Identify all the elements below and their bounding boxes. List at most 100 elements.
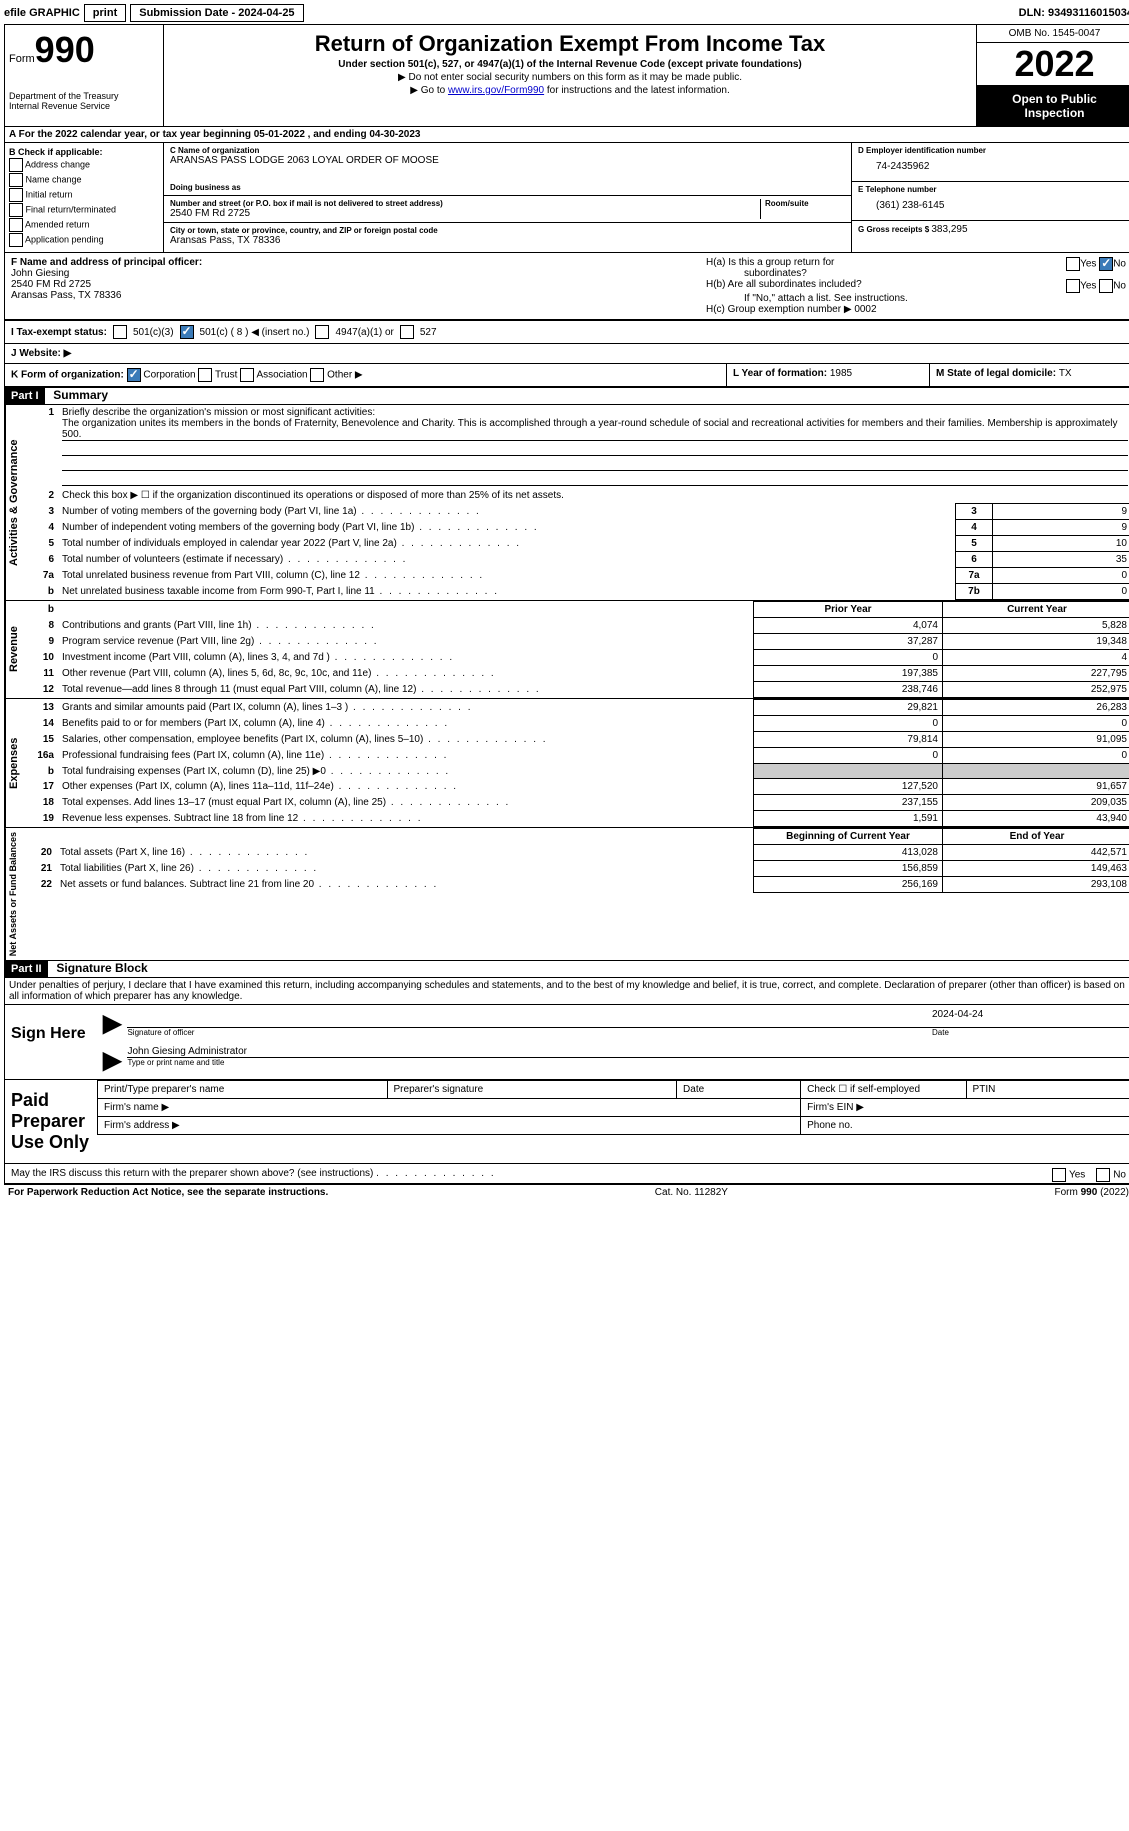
hb-text: H(b) Are all subordinates included? [706,279,1066,293]
checkbox-icon[interactable] [113,325,127,339]
efile-label: efile GRAPHIC [4,7,80,19]
addr-cell: Number and street (or P.O. box if mail i… [164,196,851,223]
gross-cell: G Gross receipts $ 383,295 [852,221,1129,238]
sig-date-lbl: Date [932,1028,1129,1037]
form-subtitle: Under section 501(c), 527, or 4947(a)(1)… [168,59,972,70]
header-right: OMB No. 1545-0047 2022 Open to Public In… [976,25,1129,126]
submission-date: 2024-04-25 [238,7,294,19]
officer-sig-line [127,1009,926,1028]
city-cell: City or town, state or province, country… [164,223,851,249]
hb-note: If "No," attach a list. See instructions… [706,293,1126,304]
checkbox-icon[interactable] [310,368,324,382]
part-i-header: Part I Summary [5,387,1129,405]
sign-here-block: Sign Here ▶ 2024-04-24 Signature of offi… [5,1004,1129,1079]
note2-pre: ▶ Go to [410,85,448,96]
tax-year: 2022 [977,43,1129,86]
table-row: 5Total number of individuals employed in… [22,536,1129,552]
part-ii-header: Part II Signature Block [5,960,1129,978]
officer-addr1: 2540 FM Rd 2725 [11,279,694,290]
checkbox-checked-icon[interactable] [1099,257,1113,271]
tab-activities: Activities & Governance [5,405,22,600]
note-link: ▶ Go to www.irs.gov/Form990 for instruct… [168,85,972,96]
column-deg: D Employer identification number 74-2435… [851,143,1129,252]
discuss-answer: Yes No [1052,1168,1126,1182]
checkbox-checked-icon[interactable] [127,368,141,382]
exp-table: 13Grants and similar amounts paid (Part … [22,699,1129,827]
checkbox-icon[interactable] [315,325,329,339]
checkbox-icon[interactable] [9,188,23,202]
q1: Briefly describe the organization's miss… [58,405,1129,488]
checkbox-icon[interactable] [9,218,23,232]
table-row: 8Contributions and grants (Part VIII, li… [22,618,1129,634]
note-ssn: ▶ Do not enter social security numbers o… [168,72,972,83]
open-public: Open to Public Inspection [977,86,1129,126]
checkbox-icon[interactable] [9,173,23,187]
checkbox-icon[interactable] [9,158,23,172]
table-row: 11Other revenue (Part VIII, column (A), … [22,666,1129,682]
tab-expenses: Expenses [5,699,22,827]
activities-governance: Activities & Governance 1 Briefly descri… [5,405,1129,600]
form-word: Form [9,53,35,65]
firm-name: Firm's name ▶ [98,1099,801,1117]
expenses-section: Expenses 13Grants and similar amounts pa… [5,698,1129,827]
sig-officer-lbl: Signature of officer [127,1028,932,1037]
ha-answer: Yes No [1066,257,1126,279]
irs-label: Internal Revenue Service [9,101,159,111]
hb-answer: Yes No [1066,279,1126,293]
hc-row: H(c) Group exemption number ▶ 0002 [706,304,1126,315]
checkbox-icon[interactable] [9,233,23,247]
paid-preparer-fields: Print/Type preparer's name Preparer's si… [97,1080,1129,1163]
table-row: 18Total expenses. Add lines 13–17 (must … [22,795,1129,811]
checkbox-icon[interactable] [1052,1168,1066,1182]
prep-sig: Preparer's signature [387,1081,677,1099]
sec-a-end: 04-30-2023 [369,129,420,140]
discuss-row: May the IRS discuss this return with the… [5,1163,1129,1183]
addr-label: Number and street (or P.O. box if mail i… [170,199,756,208]
tab-netassets: Net Assets or Fund Balances [5,828,20,960]
paid-preparer-label: Paid Preparer Use Only [5,1080,97,1163]
table-row: 4Number of independent voting members of… [22,520,1129,536]
table-row: 7aTotal unrelated business revenue from … [22,568,1129,584]
form-ref: Form 990 (2022) [1055,1187,1129,1198]
checkbox-icon[interactable] [1096,1168,1110,1182]
c-label: C Name of organization [170,146,845,155]
table-row: 22Net assets or fund balances. Subtract … [20,877,1129,893]
column-c: C Name of organization ARANSAS PASS LODG… [164,143,851,252]
ein-label: D Employer identification number [858,146,1126,155]
irs-link[interactable]: www.irs.gov/Form990 [448,85,544,96]
table-row: bTotal fundraising expenses (Part IX, co… [22,764,1129,779]
cat-no: Cat. No. 11282Y [655,1187,728,1198]
header-left: Form990 Department of the Treasury Inter… [5,25,164,126]
sign-here-fields: ▶ 2024-04-24 Signature of officer Date ▶… [97,1005,1129,1079]
omb-number: OMB No. 1545-0047 [977,25,1129,43]
section-l: L Year of formation: 1985 [726,364,929,386]
ein-value: 74-2435962 [858,155,1126,178]
part-ii-badge: Part II [5,961,48,977]
tab-revenue: Revenue [5,601,22,698]
checkbox-icon[interactable] [198,368,212,382]
table-row: bNet unrelated business taxable income f… [22,584,1129,600]
table-row: 9Program service revenue (Part VIII, lin… [22,634,1129,650]
officer-addr2: Aransas Pass, TX 78336 [11,290,694,301]
checkbox-icon[interactable] [1099,279,1113,293]
na-table: Beginning of Current Year End of Year 20… [20,828,1129,893]
paid-preparer-block: Paid Preparer Use Only Print/Type prepar… [5,1079,1129,1163]
tel-cell: E Telephone number (361) 238-6145 [852,182,1129,221]
checkbox-icon[interactable] [1066,279,1080,293]
tel-label: E Telephone number [858,185,1126,194]
checkbox-icon[interactable] [1066,257,1080,271]
table-row: 20Total assets (Part X, line 16)413,0284… [20,845,1129,861]
print-button[interactable]: print [84,4,126,22]
chk-amended: Amended return [9,218,159,232]
org-name: ARANSAS PASS LODGE 2063 LOYAL ORDER OF M… [170,155,845,166]
checkbox-icon[interactable] [9,203,23,217]
pra-notice: For Paperwork Reduction Act Notice, see … [8,1187,328,1198]
firm-ein: Firm's EIN ▶ [801,1099,1129,1117]
top-bar: efile GRAPHIC print Submission Date - 20… [4,4,1129,22]
dln-value: 93493116015034 [1048,7,1129,19]
checkbox-icon[interactable] [400,325,414,339]
section-fh: F Name and address of principal officer:… [5,253,1129,320]
checkbox-checked-icon[interactable] [180,325,194,339]
dln-label: DLN: [1019,7,1048,19]
checkbox-icon[interactable] [240,368,254,382]
